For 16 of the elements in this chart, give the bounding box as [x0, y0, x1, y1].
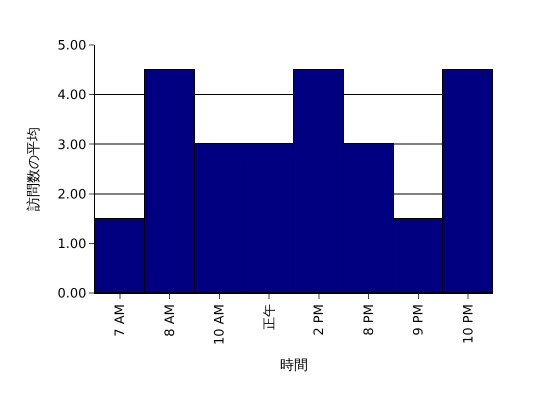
x-tick-label: 2 PM — [312, 304, 328, 336]
x-tick-label: 10 AM — [212, 304, 228, 345]
x-tick-label: 7 AM — [113, 304, 128, 337]
x-tick-label: 正午 — [262, 304, 278, 330]
y-tick-label: 3.00 — [57, 138, 86, 153]
x-tick-label: 8 PM — [362, 304, 377, 336]
x-tick-label: 8 AM — [162, 304, 178, 337]
x-axis-title: 時間 — [280, 357, 308, 374]
y-tick-label: 0.00 — [57, 286, 86, 302]
y-tick-label: 2.00 — [57, 187, 86, 202]
y-tick-label: 5.00 — [57, 38, 86, 54]
y-tick-label: 1.00 — [57, 236, 86, 252]
y-axis-title: 訪問数の平均 — [26, 127, 42, 211]
x-tick-label: 9 PM — [412, 304, 427, 336]
x-tick-label: 10 PM — [461, 304, 476, 344]
y-tick-label: 4.00 — [57, 88, 86, 104]
